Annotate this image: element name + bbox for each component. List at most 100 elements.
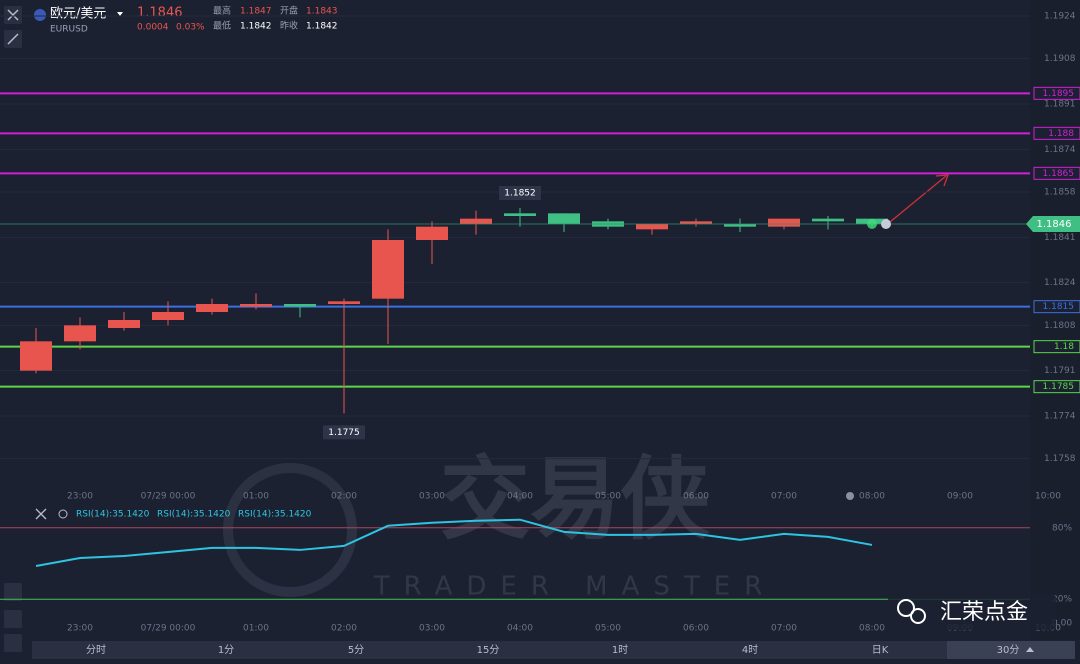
price-axis-bg xyxy=(1030,0,1080,640)
trend-arrow xyxy=(889,174,949,223)
watermark-logo xyxy=(223,463,357,597)
y-tick-label: 1.1874 xyxy=(1044,145,1076,155)
last-price-label: 1.1846 xyxy=(1037,219,1072,230)
tab[interactable]: 4时 xyxy=(742,644,758,656)
y-tick-label: 0.00 xyxy=(1052,619,1072,629)
y-tick-label: 1.1824 xyxy=(1044,278,1076,288)
y-tick-label: 1.1758 xyxy=(1044,454,1076,464)
x-tick-label: 05:00 xyxy=(595,492,621,502)
price-line-label: 1.1865 xyxy=(1043,169,1075,179)
x-tick-label: 04:00 xyxy=(507,624,533,634)
candle-body xyxy=(152,312,184,320)
stat-value: 1.1843 xyxy=(306,7,338,17)
stat-label: 昨收 xyxy=(280,20,298,32)
watermark-title: 交易侠 xyxy=(440,447,711,552)
y-tick-label: 1.1908 xyxy=(1044,54,1076,64)
x-tick-label: 07/29 00:00 xyxy=(141,624,196,634)
x-tick-label: 01:00 xyxy=(243,624,269,634)
stat-label: 开盘 xyxy=(280,5,298,17)
candle-body xyxy=(284,304,316,307)
candle-body xyxy=(724,224,756,227)
tab[interactable]: 分时 xyxy=(86,644,106,656)
x-tick-label: 02:00 xyxy=(331,624,357,634)
high-tag xyxy=(499,186,541,200)
tab[interactable]: 日K xyxy=(872,645,889,656)
clock-dot xyxy=(846,492,854,500)
flag-icon xyxy=(34,9,46,21)
badge-bg xyxy=(888,594,1056,630)
indicator-button[interactable] xyxy=(4,583,22,601)
x-tick-label: 07:00 xyxy=(771,492,797,502)
tab[interactable]: 5分 xyxy=(348,644,364,656)
y-tick-label: 1.1808 xyxy=(1044,321,1076,331)
candle-body xyxy=(196,304,228,312)
candle-body xyxy=(548,213,580,224)
tab-caret[interactable] xyxy=(1026,647,1034,652)
candle-body xyxy=(328,301,360,304)
x-tick-label: 03:00 xyxy=(419,492,445,502)
price-change: 0.0004 xyxy=(137,23,169,33)
info-dot xyxy=(881,219,891,229)
rsi-settings[interactable] xyxy=(58,509,68,519)
tab-selected-bg xyxy=(947,641,1075,659)
last-price-tag xyxy=(1026,216,1080,232)
price-line-label: 1.1895 xyxy=(1043,89,1075,99)
price-change-pct: 0.03% xyxy=(176,23,205,33)
stat-value: 1.1842 xyxy=(240,22,272,32)
price-line-label: 1.1815 xyxy=(1043,302,1075,312)
last-price: 1.1846 xyxy=(137,6,183,21)
rsi-line xyxy=(35,518,873,567)
rsi-legend: RSI(14):35.1420 xyxy=(157,510,231,520)
wechat-icon xyxy=(897,599,915,617)
y-tick-label: 1.1891 xyxy=(1044,100,1076,110)
candle-body xyxy=(812,218,844,222)
x-tick-label: 04:00 xyxy=(507,492,533,502)
low-tag xyxy=(323,425,365,440)
x-tick-label: 23:00 xyxy=(67,492,93,502)
price-line-tag xyxy=(1033,380,1080,394)
candle-body xyxy=(768,218,800,227)
high-label: 1.1852 xyxy=(504,189,536,199)
price-line-label: 1.188 xyxy=(1048,129,1074,139)
rsi-legend: RSI(14):35.1420 xyxy=(76,510,150,520)
stat-label: 最高 xyxy=(213,5,231,17)
candle-body xyxy=(20,341,52,371)
tab[interactable]: 30分 xyxy=(997,644,1020,656)
tool-button[interactable] xyxy=(4,634,22,652)
rsi-close[interactable] xyxy=(35,508,47,520)
candle-body xyxy=(240,304,272,307)
candle-body xyxy=(108,320,140,328)
price-line-label: 1.1785 xyxy=(1043,382,1075,392)
y-tick-label: 80% xyxy=(1052,523,1072,533)
candle-body xyxy=(460,218,492,224)
x-tick-label: 01:00 xyxy=(243,492,269,502)
symbol-caret[interactable] xyxy=(117,12,123,16)
price-line-tag xyxy=(1033,300,1080,314)
candle-body xyxy=(504,213,536,216)
price-line-tag xyxy=(1033,166,1080,180)
stat-value: 1.1847 xyxy=(240,7,272,17)
price-line-tag xyxy=(1033,126,1080,140)
y-tick-label: 1.1841 xyxy=(1044,233,1076,243)
x-tick-label: 23:00 xyxy=(67,624,93,634)
x-tick-label: 08:00 xyxy=(859,492,885,502)
x-tick-label: 09:00 xyxy=(947,492,973,502)
wechat-icon xyxy=(910,608,926,624)
low-label: 1.1775 xyxy=(328,428,360,438)
last-price-dot xyxy=(867,219,877,229)
tab[interactable]: 15分 xyxy=(477,644,500,656)
price-line-tag xyxy=(1033,340,1080,354)
tab[interactable]: 1分 xyxy=(218,644,234,656)
y-tick-label: 1.1791 xyxy=(1044,366,1076,376)
tab[interactable]: 1时 xyxy=(612,644,628,656)
pen-button[interactable] xyxy=(4,610,22,628)
candle-body xyxy=(636,224,668,230)
y-tick-label: 1.1774 xyxy=(1044,412,1076,422)
stat-value: 1.1842 xyxy=(306,22,338,32)
x-tick-label: 06:00 xyxy=(683,624,709,634)
symbol-name[interactable]: 欧元/美元 xyxy=(50,7,106,22)
x-tick-label: 03:00 xyxy=(419,624,445,634)
candle-body xyxy=(416,226,448,240)
